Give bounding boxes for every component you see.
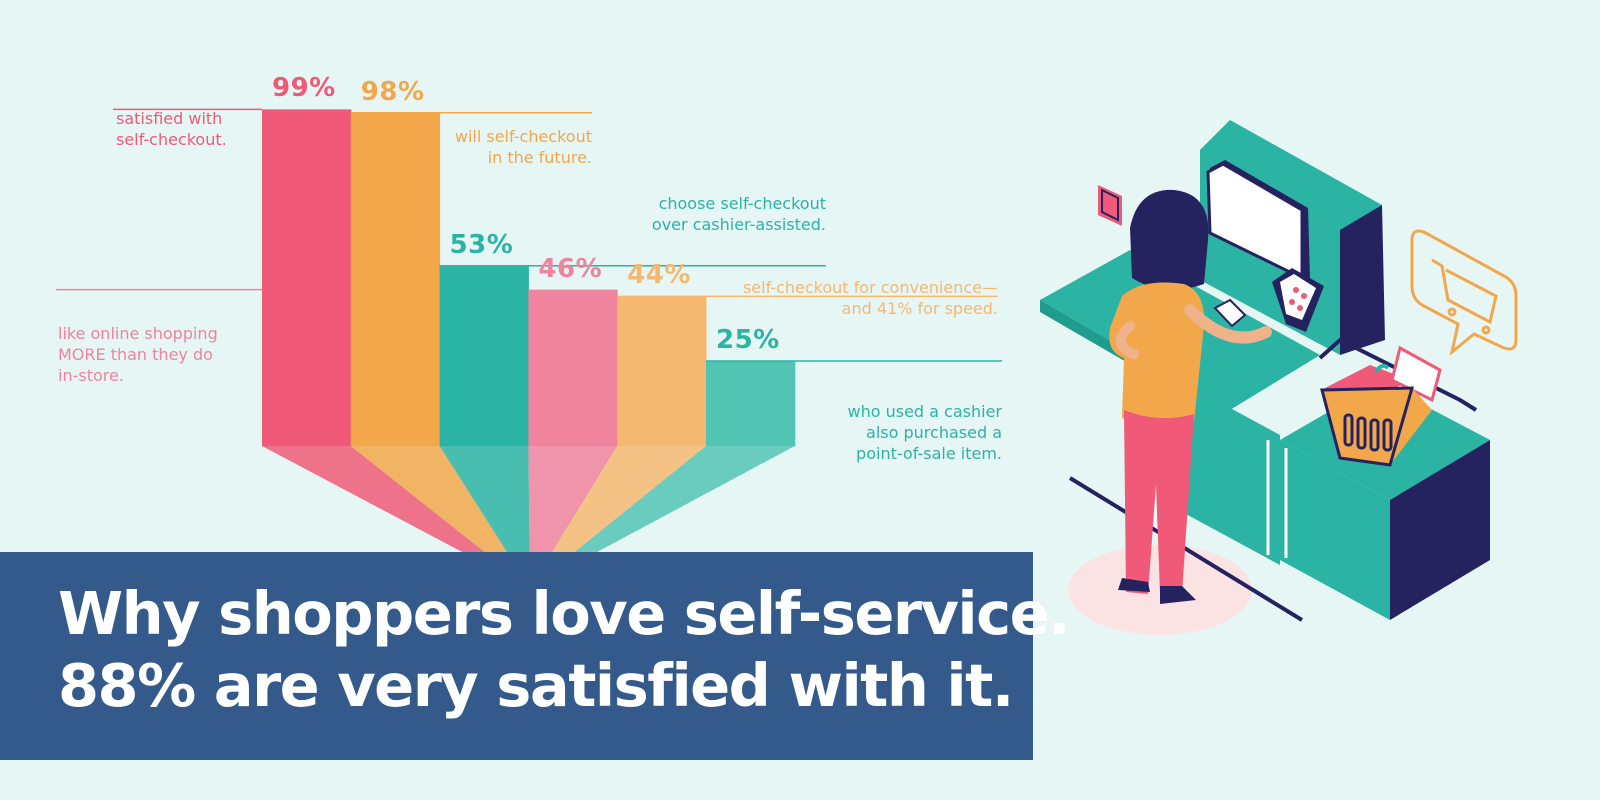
basket-icon — [1320, 345, 1442, 467]
description-line: satisfied with — [116, 109, 223, 128]
shopping-cart-speech-bubble-icon — [1410, 229, 1518, 356]
wall-sign-icon — [1098, 185, 1122, 226]
bar-fan-5 — [530, 446, 795, 588]
receipt-icon — [1213, 298, 1247, 328]
description-line: like online shopping — [58, 324, 218, 343]
description-line: point-of-sale item. — [856, 444, 1002, 463]
self-checkout-illustration — [1040, 120, 1518, 635]
description-line: self-checkout. — [116, 130, 227, 149]
floor-line — [1068, 476, 1304, 622]
bar-98 — [350, 112, 441, 447]
headline: Why shoppers love self-service. 88% are … — [58, 578, 1071, 722]
description-line: in the future. — [487, 148, 592, 167]
description-line: self-checkout for convenience— — [742, 278, 998, 297]
bar-99 — [262, 109, 352, 447]
description-line: also purchased a — [866, 423, 1002, 442]
description-line: choose self-checkout — [658, 194, 826, 213]
value-label: 25% — [716, 325, 780, 355]
description-label: self-checkout for convenience— and 41% fo… — [743, 277, 998, 319]
value-label: 44% — [627, 260, 691, 291]
value-label: 46% — [538, 253, 603, 284]
bar-44 — [617, 296, 707, 446]
value-label: 99% — [272, 73, 336, 104]
description-line: in-store. — [58, 366, 124, 385]
headline-line-2: 88% are very satisfied with it. — [58, 651, 1014, 720]
description-label: who used a cashier also purchased a point-… — [848, 401, 1003, 464]
bar-53 — [439, 265, 529, 446]
description-label: choose self-checkout over cashier-assiste… — [652, 193, 826, 235]
headline-line-1: Why shoppers love self-service. — [58, 579, 1071, 648]
bar-46 — [528, 289, 618, 446]
description-line: will self-checkout — [454, 127, 592, 146]
value-label: 53% — [449, 229, 514, 260]
card-reader-icon — [1272, 268, 1324, 332]
description-label: will self-checkout in the future. — [455, 126, 592, 168]
shopper-figure — [1109, 189, 1272, 604]
bar-25 — [706, 361, 796, 446]
bar-fan-2 — [439, 446, 530, 588]
description-label: like online shopping MORE than they do in-… — [58, 323, 218, 386]
description-line: MORE than they do — [58, 345, 213, 364]
description-line: who used a cashier — [847, 402, 1003, 421]
description-label: satisfied with self-checkout. — [116, 108, 227, 150]
description-line: and 41% for speed. — [841, 299, 998, 318]
description-line: over cashier-assisted. — [651, 215, 826, 234]
value-label: 98% — [360, 76, 425, 107]
headline-banner — [0, 552, 1033, 760]
